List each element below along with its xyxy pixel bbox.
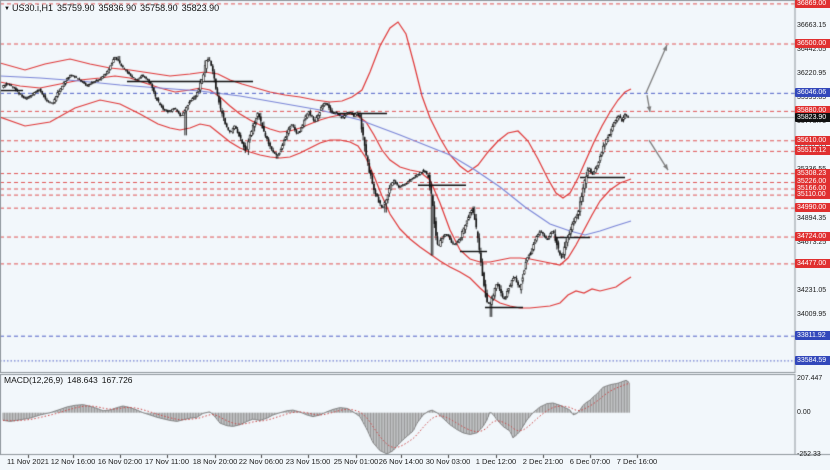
price-axis-label: 36220.95 (797, 70, 827, 78)
time-axis-label: 30 Nov 03:00 (425, 457, 471, 466)
price-level-badge: 36046.06 (795, 88, 830, 98)
price-axis-label: 34673.25 (797, 238, 827, 246)
price-level-badge: 34990.00 (795, 203, 830, 213)
price-level-badge: 34477.00 (795, 258, 830, 268)
price-level-badge: 33584.59 (795, 355, 830, 365)
time-axis-label: 18 Nov 20:00 (192, 457, 238, 466)
price-level-badge: 35512.12 (795, 146, 830, 156)
price-axis-label: 36663.15 (797, 22, 827, 30)
time-axis-label: 17 Nov 11:00 (144, 457, 190, 466)
price-axis-label: 35778.75 (797, 118, 827, 126)
price-axis-label: 34009.95 (797, 310, 827, 318)
price-level-badge: 35166.00 (795, 184, 830, 193)
price-axis-label: 35999.85 (797, 94, 827, 102)
price-axis[interactable]: 36663.15 36442.05 36220.95 35999.85 35778.75… (795, 0, 830, 470)
price-axis-label: 36442.05 (797, 46, 827, 54)
time-axis-label: 2 Dec 21:00 (522, 457, 564, 466)
ohlc-open: 35759.90 (56, 3, 95, 13)
price-level-badge: 35226.00 (795, 177, 830, 187)
price-level-badge: 34724.00 (795, 232, 830, 242)
macd-label: MACD(12,26,9) (4, 375, 64, 385)
time-axis-label: 11 Nov 2021 (7, 457, 49, 466)
time-axis-label: 25 Nov 01:00 (333, 457, 379, 466)
ohlc-high: 35836.90 (98, 3, 137, 13)
time-axis-label: 12 Nov 16:00 (50, 457, 96, 466)
price-axis-label: 35557.65 (795, 141, 830, 150)
macd-axis-label: -252.33 (797, 450, 821, 458)
price-level-badge: 36869.00 (795, 0, 830, 8)
price-level-badge: 35308.23 (795, 168, 830, 178)
macd-indicator-info: MACD(12,26,9) 148.643 167.726 (4, 375, 133, 385)
price-level-badge: 35880.00 (795, 106, 830, 116)
time-axis-label: 26 Nov 14:00 (378, 457, 424, 466)
current-price-badge: 35823.90 (795, 112, 830, 122)
time-axis-label: 1 Dec 12:00 (475, 457, 517, 466)
symbol-marker-icon: ▼ (4, 6, 10, 12)
macd-axis-label: 0.00 (797, 409, 811, 417)
time-axis-label: 6 Dec 07:00 (569, 457, 611, 466)
macd-main-value: 148.643 (67, 375, 98, 385)
time-axis-label: 23 Nov 15:00 (285, 457, 331, 466)
macd-axis-label: 207.447 (797, 374, 823, 382)
time-axis-label: 22 Nov 06:00 (238, 457, 284, 466)
price-axis-label: 34231.05 (797, 286, 827, 294)
price-axis-label: 34894.35 (797, 214, 827, 222)
time-axis-label: 16 Nov 02:00 (97, 457, 143, 466)
symbol-title: US30.i,H1 (11, 3, 53, 13)
ohlc-close: 35823.90 (181, 3, 220, 13)
price-level-badge: 33811.92 (795, 331, 830, 341)
symbol-ohlc-info: ▼ US30.i,H1 35759.90 35836.90 35758.90 35823.… (4, 3, 219, 13)
price-level-badge: 35610.00 (795, 135, 830, 145)
time-axis-label: 7 Dec 16:00 (616, 457, 658, 466)
price-level-badge: 36500.00 (795, 39, 830, 48)
ohlc-low: 35758.90 (140, 3, 178, 13)
price-level-badge: 35110.00 (795, 190, 830, 200)
time-axis[interactable]: 11 Nov 2021 12 Nov 16:00 16 Nov 02:00 17 No… (0, 455, 830, 470)
macd-signal-value: 167.726 (101, 375, 133, 385)
